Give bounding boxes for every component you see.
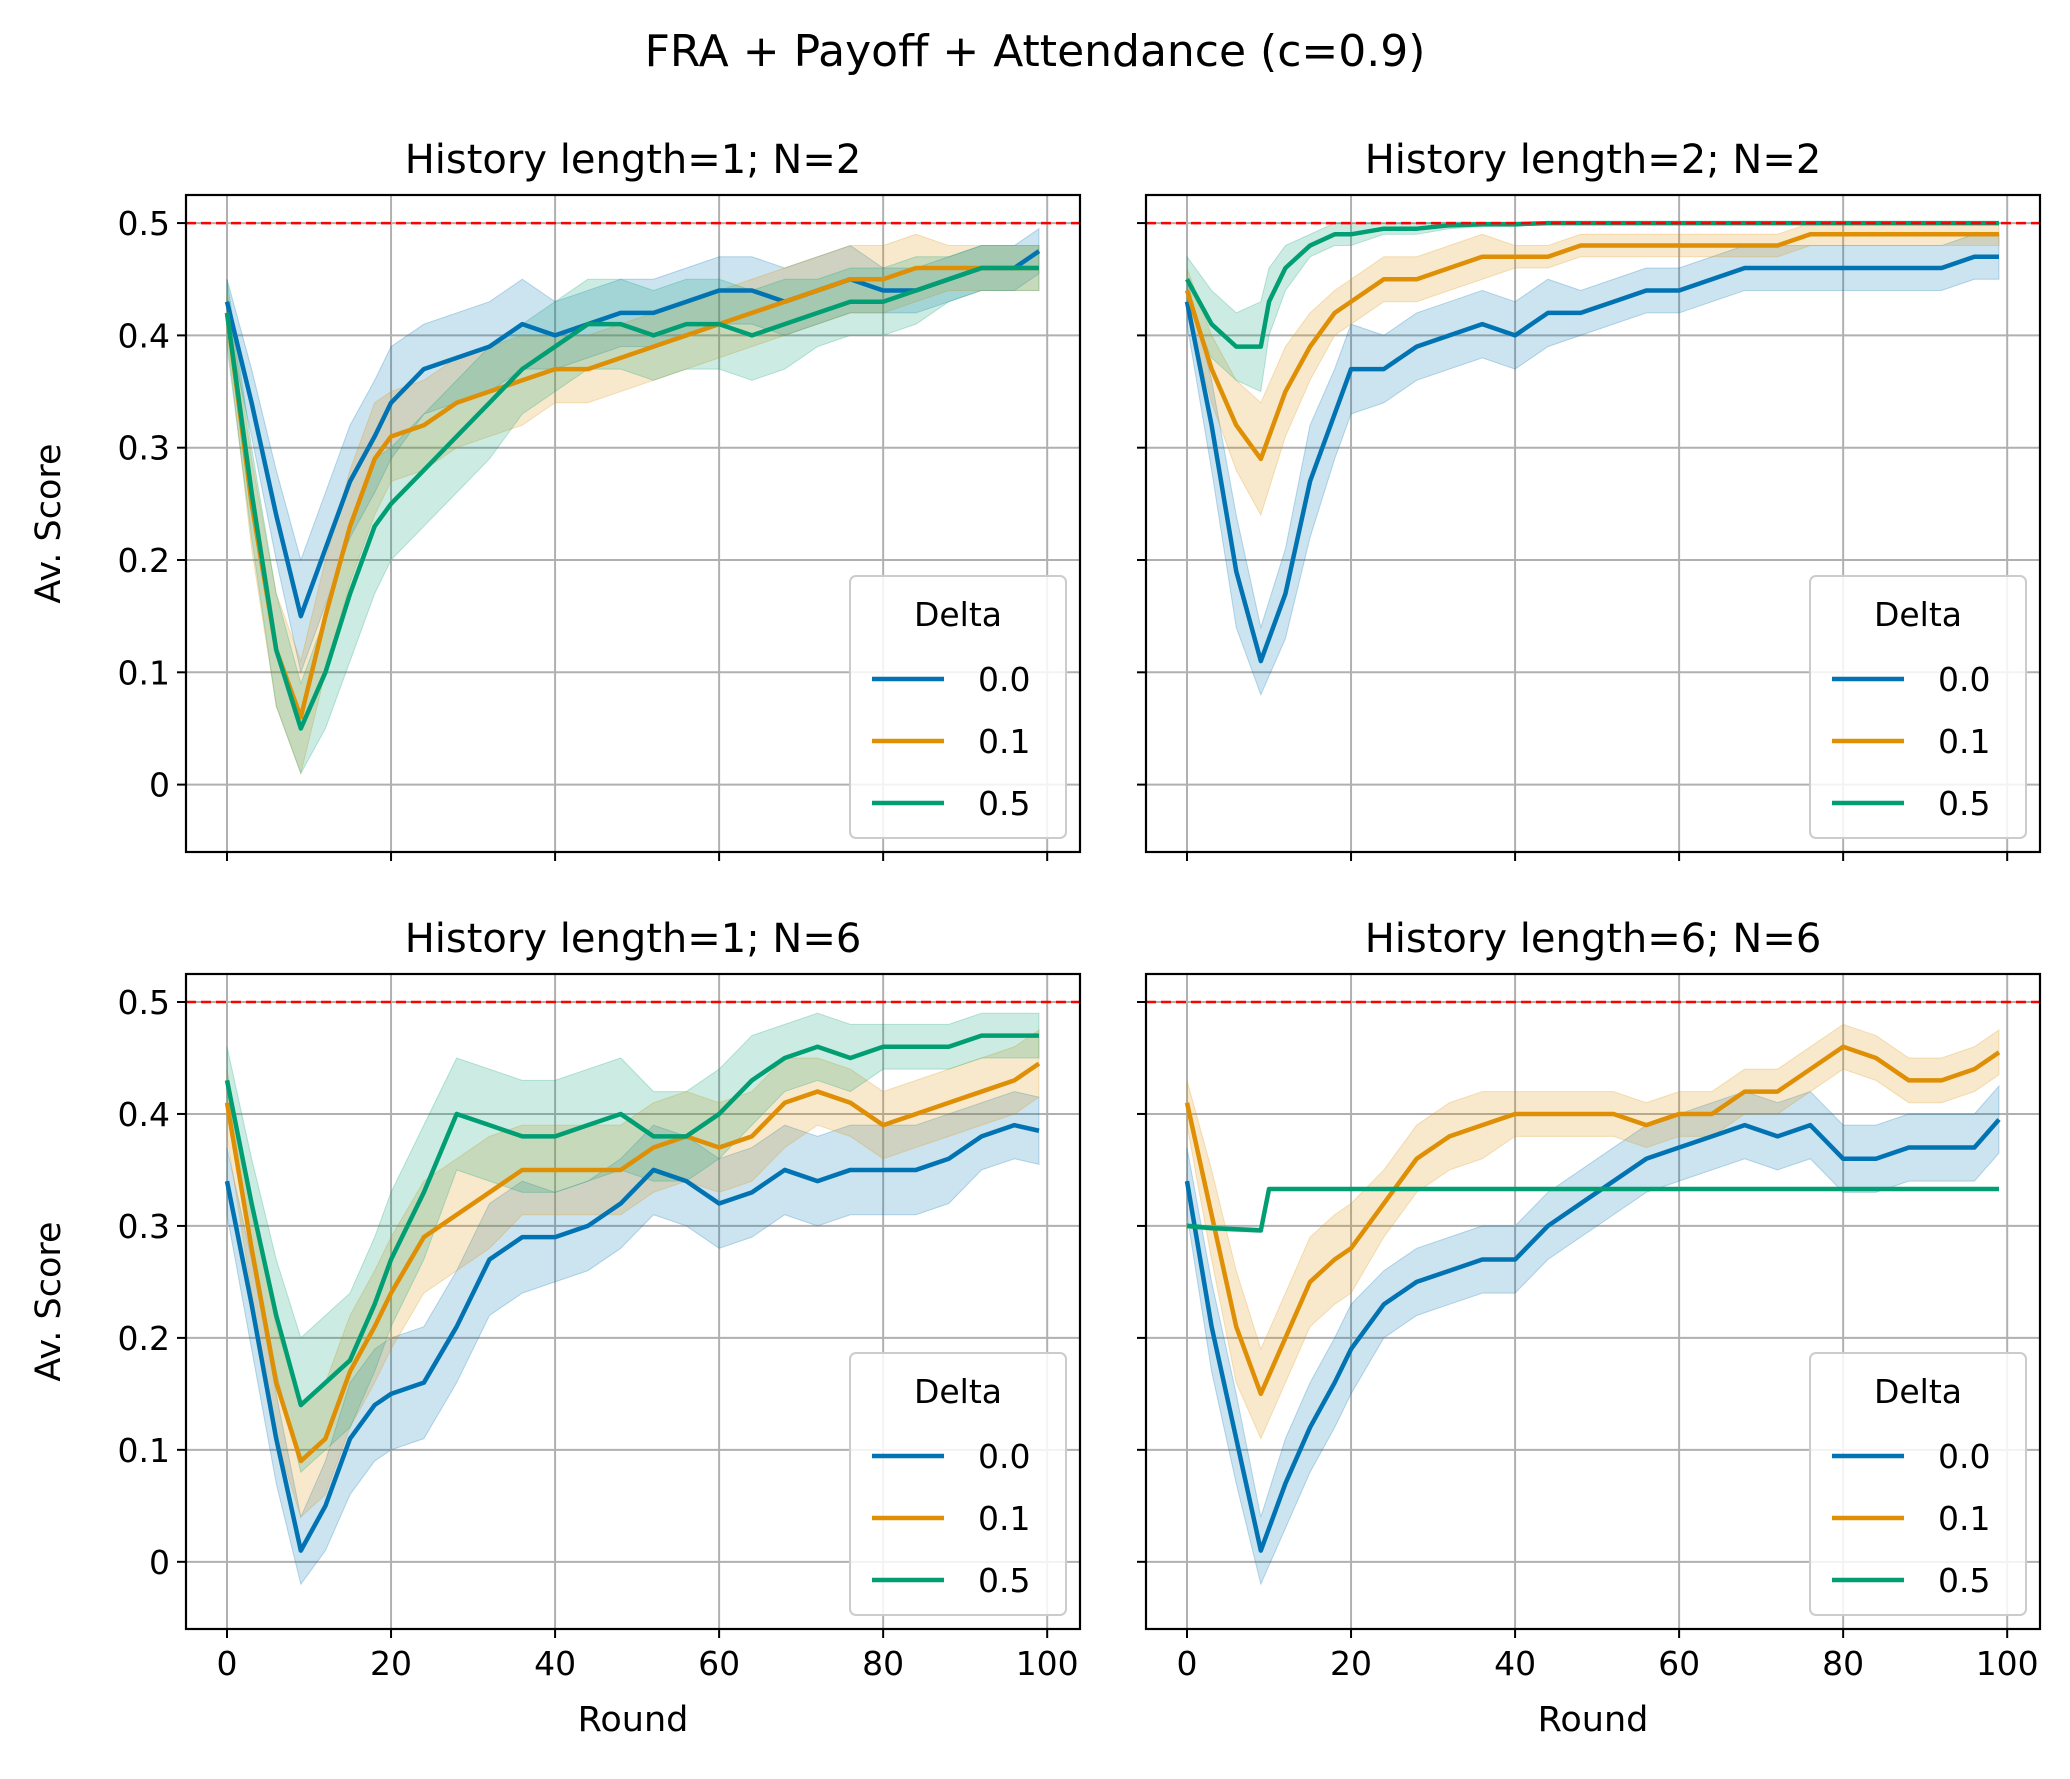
series-line-0.1: [1184, 1044, 2001, 1397]
series-line-0.0: [224, 249, 1041, 619]
panel-1: 0 0.1 0.2 0.3 0.4 0.5 History length=1; N=2 Av.…: [29, 137, 1082, 861]
axes-frame: [1144, 972, 2042, 1631]
y-tick-label: 0.1: [118, 1431, 170, 1470]
y-tick-label: 0: [149, 766, 170, 805]
legend-label-0.0: 0.0: [978, 660, 1030, 699]
y-tick-label: 0.2: [118, 541, 170, 580]
series-line-0.1: [224, 1061, 1041, 1464]
legend-title: Delta: [1874, 1372, 1962, 1411]
legend: Delta 0.0 0.1 0.5: [1809, 575, 2027, 839]
x-tick-label: 60: [1658, 1644, 1700, 1683]
x-tick-label: 20: [1330, 1644, 1372, 1683]
legend-label-0.0: 0.0: [1938, 660, 1990, 699]
x-tick-label: 100: [1976, 1644, 2039, 1683]
x-tick-label: 40: [1494, 1644, 1536, 1683]
panel-title: History length=1; N=2: [405, 137, 862, 183]
panel-3: 0 0.1 0.2 0.3 0.4 0.5 0 20 40 60 80 100 History leng…: [29, 916, 1082, 1740]
series-line-0.0: [1184, 254, 1999, 664]
panel-title: History length=1; N=6: [405, 916, 862, 962]
plot-area: [1146, 220, 2040, 697]
legend-title: Delta: [914, 595, 1002, 634]
axes-frame: [1144, 193, 2042, 854]
legend-label-0.0: 0.0: [1938, 1437, 1990, 1476]
x-tick-label: 80: [862, 1644, 904, 1683]
series-line-0.0: [1184, 1118, 2001, 1553]
x-axis-label: Round: [578, 1700, 689, 1740]
series-line-0.1: [1184, 232, 1999, 462]
legend-label-0.5: 0.5: [1938, 1561, 1990, 1600]
legend-label-0.1: 0.1: [1938, 722, 1990, 761]
confidence-band-0.1: [1186, 1023, 2000, 1440]
confidence-band-0.0: [226, 1091, 1040, 1586]
plot-area: [1146, 1000, 2040, 1586]
y-tick-label: 0.5: [118, 983, 170, 1022]
series-line-0.5: [1186, 1186, 1999, 1233]
plot-area: [186, 1000, 1080, 1586]
panel-title: History length=2; N=2: [1365, 137, 1822, 183]
y-tick-label: 0: [149, 1543, 170, 1582]
series-line-0.1: [224, 265, 1039, 720]
y-tick-label: 0.4: [118, 316, 170, 355]
grid: [186, 195, 1080, 852]
legend-box: [1809, 575, 2027, 839]
legend-label-0.1: 0.1: [978, 722, 1030, 761]
legend: Delta 0.0 0.1 0.5: [849, 1352, 1067, 1616]
y-axis-label: Av. Score: [29, 443, 69, 603]
panel-2: History length=2; N=2 Delta 0.0 0.1 0.5: [1137, 137, 2042, 861]
y-tick-label: 0.5: [118, 204, 170, 243]
panel-title: History length=6; N=6: [1365, 916, 1822, 962]
legend-box: [1809, 1352, 2027, 1616]
x-tick-label: 40: [534, 1644, 576, 1683]
legend-label-0.5: 0.5: [978, 784, 1030, 823]
x-tick-label: 80: [1822, 1644, 1864, 1683]
legend-title: Delta: [914, 1372, 1002, 1411]
y-tick-label: 0.1: [118, 653, 170, 692]
plot-area: [186, 221, 1080, 776]
x-tick-label: 100: [1016, 1644, 1079, 1683]
x-tick-label: 60: [698, 1644, 740, 1683]
y-tick-label: 0.3: [118, 429, 170, 468]
x-tick-label: 0: [217, 1644, 238, 1683]
confidence-band-0.0: [1186, 233, 2000, 697]
y-tick-label: 0.4: [118, 1095, 170, 1134]
legend-box: [849, 575, 1067, 839]
legend: Delta 0.0 0.1 0.5: [849, 575, 1067, 839]
series-line-0.5: [224, 265, 1039, 731]
series-line-0.0: [224, 1122, 1040, 1553]
legend: Delta 0.0 0.1 0.5: [1809, 1352, 2027, 1616]
x-axis-label: Round: [1538, 1700, 1649, 1740]
axes-frame: [184, 972, 1082, 1631]
panel-4: 0 20 40 60 80 100 History length=6; N=6 Round De…: [1137, 916, 2042, 1740]
confidence-band-0.1: [226, 1029, 1040, 1518]
confidence-band-0.1: [1186, 222, 2000, 517]
legend-label-0.5: 0.5: [978, 1561, 1030, 1600]
legend-box: [849, 1352, 1067, 1616]
series-line-0.5: [224, 1033, 1039, 1408]
figure-title: FRA + Payoff + Attendance (c=0.9): [645, 26, 1426, 77]
x-tick-label: 20: [370, 1644, 412, 1683]
legend-label-0.5: 0.5: [1938, 784, 1990, 823]
legend-title: Delta: [1874, 595, 1962, 634]
legend-label-0.0: 0.0: [978, 1437, 1030, 1476]
y-tick-label: 0.2: [118, 1319, 170, 1358]
legend-label-0.1: 0.1: [978, 1499, 1030, 1538]
legend-label-0.1: 0.1: [1938, 1499, 1990, 1538]
y-tick-label: 0.3: [118, 1207, 170, 1246]
y-axis-label: Av. Score: [29, 1221, 69, 1381]
x-tick-label: 0: [1177, 1644, 1198, 1683]
confidence-band-0.0: [226, 227, 1040, 675]
axes-frame: [184, 193, 1082, 854]
